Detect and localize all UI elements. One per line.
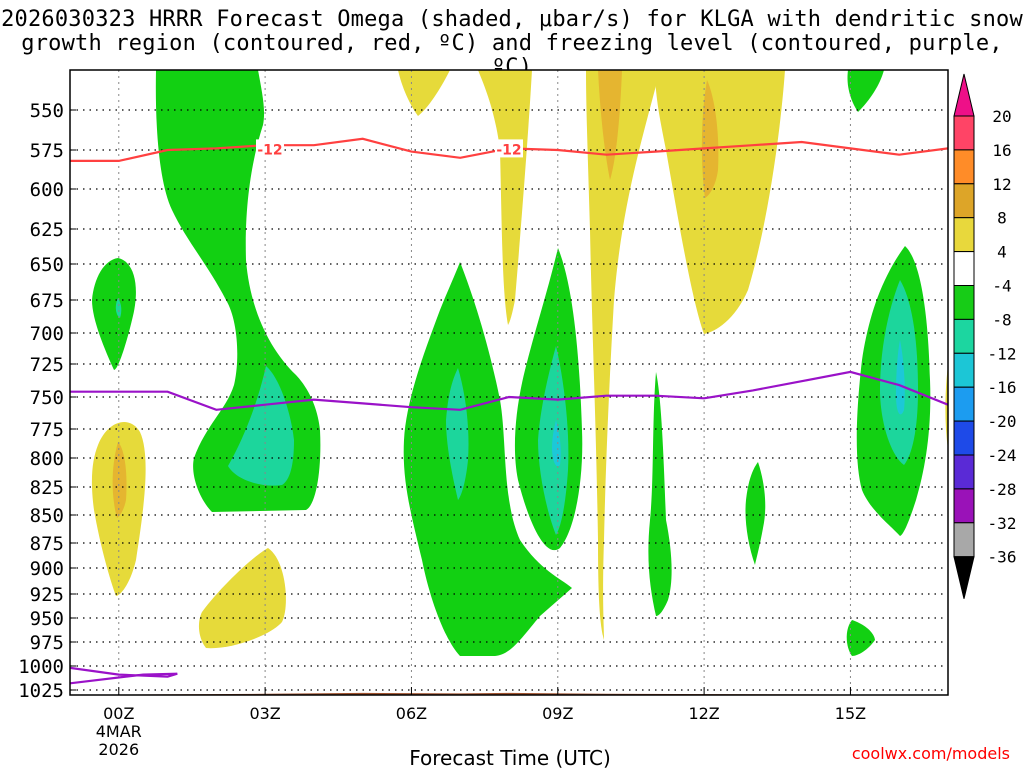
y-tick-label: 1025 — [18, 680, 64, 702]
y-tick-label: 600 — [30, 179, 64, 201]
pos-region-top-d — [655, 70, 785, 334]
contour-label-bg-0 — [255, 139, 284, 158]
chart-title-line1: 2026030323 HRRR Forecast Omega (shaded, … — [1, 7, 1023, 32]
neg12-center-right — [552, 420, 561, 467]
y-tick-label: 975 — [30, 632, 64, 654]
colorbar-band — [953, 285, 975, 320]
colorbar-band — [953, 183, 975, 219]
neg-region-narrow-1 — [648, 372, 672, 616]
dendritic-contour-label: -12 — [257, 142, 282, 158]
y-tick-label: 950 — [30, 608, 64, 630]
pos-region-top-a — [398, 70, 450, 116]
contour-labels: -12 -12 — [255, 139, 523, 158]
colorbar-band — [953, 115, 975, 151]
x-tick-label: 00Z — [103, 704, 134, 723]
grid-lines — [70, 70, 948, 695]
colorbar-label: -20 — [988, 412, 1017, 431]
credit-link[interactable]: coolwx.com/models — [851, 744, 1010, 763]
x-axis-label: Forecast Time (UTC) — [409, 746, 611, 768]
y-tick-label: 925 — [30, 584, 64, 606]
colorbar-band — [953, 318, 975, 354]
y-tick-label: 575 — [30, 140, 64, 162]
y-tick-label: 825 — [30, 477, 64, 499]
colorbar-label: -12 — [988, 344, 1017, 363]
colorbar-bottom-arrow — [953, 556, 975, 599]
y-tick-label: 725 — [30, 354, 64, 376]
colorbar-label: -4 — [992, 277, 1011, 296]
contour-label-bg-1 — [495, 139, 523, 158]
dendritic-contour-label: -12 — [496, 142, 521, 158]
x-tick-label: 09Z — [542, 704, 573, 723]
colorbar-band — [953, 352, 975, 388]
y-tick-label: 1000 — [18, 656, 64, 678]
colorbar-label: -8 — [992, 310, 1011, 329]
pos-region-low — [198, 548, 286, 649]
y-tick-label: 850 — [30, 505, 64, 527]
x-tick-year: 2026 — [98, 740, 139, 759]
x-tick-label: 15Z — [835, 704, 866, 723]
y-tick-label: 650 — [30, 254, 64, 276]
y-axis: 550 575 600 625 650 675 700 725 750 775 800 825 850 8… — [18, 100, 76, 702]
colorbar-label: 12 — [992, 175, 1011, 194]
colorbar-band — [953, 488, 975, 524]
y-tick-label: 775 — [30, 419, 64, 441]
y-tick-label: 625 — [30, 219, 64, 241]
colorbar-band — [953, 149, 975, 185]
plot-frame — [69, 69, 949, 696]
freezing-level-surface-contour — [70, 666, 178, 685]
colorbar-band — [953, 454, 975, 490]
colorbar-label: 16 — [992, 141, 1011, 160]
x-tick-label: 12Z — [688, 704, 719, 723]
freezing-level-contour — [70, 370, 948, 411]
pos-region-top-c — [586, 70, 660, 640]
neg8-left-small — [115, 298, 122, 318]
pos8-left — [112, 442, 127, 518]
neg12-right — [896, 340, 905, 415]
colorbar-band — [953, 386, 975, 422]
y-tick-label: 550 — [30, 100, 64, 122]
colorbar-band — [953, 522, 975, 558]
neg-region-narrow-2 — [745, 462, 766, 565]
y-tick-label: 750 — [30, 387, 64, 409]
neg-region-center — [403, 262, 572, 656]
neg-region-left-small — [92, 258, 136, 370]
colorbar: 20 16 12 8 4 -4 -8 -12 -16 -20 -24 -28 -32 -36 — [953, 73, 1017, 599]
neg-region-top-right — [847, 70, 884, 112]
x-tick-label: 03Z — [249, 704, 280, 723]
colorbar-label: 8 — [997, 209, 1007, 228]
colorbar-label: -16 — [988, 378, 1017, 397]
colorbar-band — [953, 251, 975, 287]
chart-title-line2: growth region (contoured, red, ºC) and f… — [21, 31, 1003, 80]
y-tick-label: 675 — [30, 290, 64, 312]
y-tick-label: 700 — [30, 323, 64, 345]
neg8-center — [446, 368, 469, 500]
colorbar-label: -32 — [988, 514, 1017, 533]
y-tick-label: 875 — [30, 533, 64, 555]
omega-negative-12-regions — [552, 340, 905, 467]
neg-region-bottom-right — [846, 620, 875, 656]
neg-region-main-left — [155, 70, 321, 512]
colorbar-band — [953, 217, 975, 253]
colorbar-band — [953, 420, 975, 456]
pos8-top-c — [598, 70, 622, 180]
pos-region-top-b — [478, 70, 532, 325]
y-tick-label: 800 — [30, 448, 64, 470]
colorbar-label: -24 — [988, 446, 1017, 465]
colorbar-label: 4 — [997, 243, 1007, 262]
colorbar-label: 20 — [992, 107, 1011, 126]
x-tick-label: 06Z — [396, 704, 427, 723]
colorbar-label: -36 — [988, 548, 1017, 567]
y-tick-label: 900 — [30, 558, 64, 580]
x-tick-date: 4MAR — [96, 722, 142, 741]
colorbar-top-arrow — [953, 73, 975, 117]
neg8-left — [228, 366, 294, 486]
colorbar-label: -28 — [988, 480, 1017, 499]
